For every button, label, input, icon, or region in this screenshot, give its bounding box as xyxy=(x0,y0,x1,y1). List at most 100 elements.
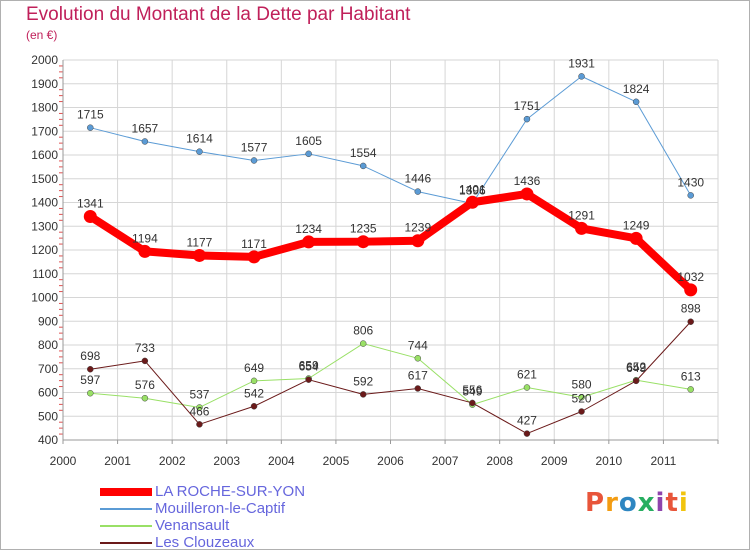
data-point xyxy=(196,404,203,411)
y-tick-label: 800 xyxy=(38,338,58,352)
y-tick-label: 2000 xyxy=(31,53,58,67)
y-tick-label: 1200 xyxy=(31,243,58,257)
data-label: 1657 xyxy=(132,121,159,135)
data-point xyxy=(687,318,694,325)
legend-label: Venansault xyxy=(155,517,230,534)
data-point xyxy=(359,162,367,170)
data-point xyxy=(578,394,585,401)
series-line xyxy=(89,321,692,435)
data-label: 1430 xyxy=(677,175,704,189)
legend-swatch xyxy=(100,525,152,527)
data-point xyxy=(632,98,640,106)
legend-swatch xyxy=(100,542,152,544)
data-label: 1931 xyxy=(568,56,595,70)
data-label: 621 xyxy=(517,368,537,382)
data-point xyxy=(247,250,261,264)
data-label: 537 xyxy=(189,387,209,401)
data-label: 1032 xyxy=(677,270,704,284)
data-point xyxy=(411,234,425,248)
data-label: 1171 xyxy=(241,237,267,251)
data-point xyxy=(250,403,258,410)
data-point xyxy=(414,385,422,392)
x-tick-label: 2000 xyxy=(50,454,77,468)
data-label: 1824 xyxy=(623,82,650,96)
data-label: 597 xyxy=(80,373,100,387)
data-label: 898 xyxy=(681,302,701,316)
data-label: 806 xyxy=(353,324,373,338)
series-line xyxy=(89,343,692,408)
data-label: 659 xyxy=(299,358,319,372)
data-point xyxy=(578,408,585,415)
y-tick-label: 1500 xyxy=(31,172,58,186)
data-label: 1341 xyxy=(77,197,104,211)
data-label: 1235 xyxy=(350,222,377,236)
data-label: 580 xyxy=(572,377,592,391)
data-point xyxy=(687,386,694,393)
y-tick-label: 900 xyxy=(38,314,58,328)
legend-label: LA ROCHE-SUR-YON xyxy=(155,483,306,500)
data-label: 520 xyxy=(572,392,592,406)
data-label: 1249 xyxy=(623,218,650,232)
y-tick-label: 700 xyxy=(38,362,58,376)
data-label: 1177 xyxy=(187,235,213,249)
y-tick-label: 1800 xyxy=(31,101,58,115)
y-tick-label: 1400 xyxy=(31,196,58,210)
data-label: 1401 xyxy=(459,182,486,196)
data-point xyxy=(523,430,531,437)
data-label: 1436 xyxy=(514,174,541,188)
data-point xyxy=(138,244,152,258)
y-tick-label: 1300 xyxy=(31,219,58,233)
data-point xyxy=(141,138,149,145)
y-tick-label: 1900 xyxy=(31,77,58,91)
logo-letter: P xyxy=(585,488,606,518)
logo-letter: t xyxy=(665,488,679,518)
data-point xyxy=(302,235,316,249)
x-tick-label: 2010 xyxy=(595,454,622,468)
y-tick-label: 600 xyxy=(38,386,58,400)
data-point xyxy=(250,157,258,164)
data-label: 617 xyxy=(408,368,428,382)
data-label: 744 xyxy=(408,338,428,352)
data-point xyxy=(687,192,694,199)
x-tick-label: 2007 xyxy=(432,454,459,468)
data-point xyxy=(356,235,370,249)
data-point xyxy=(523,384,531,391)
y-tick-label: 1600 xyxy=(31,148,58,162)
data-point xyxy=(414,355,422,362)
data-point xyxy=(632,377,640,385)
y-tick-label: 500 xyxy=(38,409,58,423)
data-label: 733 xyxy=(135,341,155,355)
data-point xyxy=(359,340,367,347)
data-point xyxy=(414,188,422,195)
data-label: 1614 xyxy=(186,132,213,146)
data-label: 1554 xyxy=(350,146,377,160)
logo-letter: o xyxy=(618,488,638,518)
data-label: 654 xyxy=(299,360,319,374)
legend-label: Mouilleron-le-Captif xyxy=(155,500,286,517)
data-point xyxy=(192,248,206,262)
data-label: 1291 xyxy=(568,208,595,222)
proxiti-logo: Proxiti xyxy=(585,488,689,518)
data-label: 549 xyxy=(462,385,482,399)
data-point xyxy=(141,394,149,402)
data-label: 649 xyxy=(244,361,264,375)
logo-letter: r xyxy=(605,488,619,518)
x-tick-label: 2001 xyxy=(104,454,131,468)
y-tick-label: 1700 xyxy=(31,124,58,138)
y-tick-label: 1000 xyxy=(31,291,58,305)
data-label: 542 xyxy=(244,386,264,400)
x-tick-label: 2002 xyxy=(159,454,186,468)
data-label: 698 xyxy=(80,349,100,363)
logo-letter: i xyxy=(678,488,689,518)
data-label: 592 xyxy=(353,374,373,388)
data-label: 1446 xyxy=(404,172,431,186)
chart-subtitle: (en €) xyxy=(26,28,58,42)
x-tick-label: 2006 xyxy=(377,454,404,468)
data-point xyxy=(87,389,94,397)
data-label: 1396 xyxy=(459,183,486,197)
data-point xyxy=(196,421,203,428)
data-label: 1605 xyxy=(295,134,322,148)
y-tick-label: 1100 xyxy=(32,267,58,281)
x-tick-label: 2009 xyxy=(541,454,568,468)
